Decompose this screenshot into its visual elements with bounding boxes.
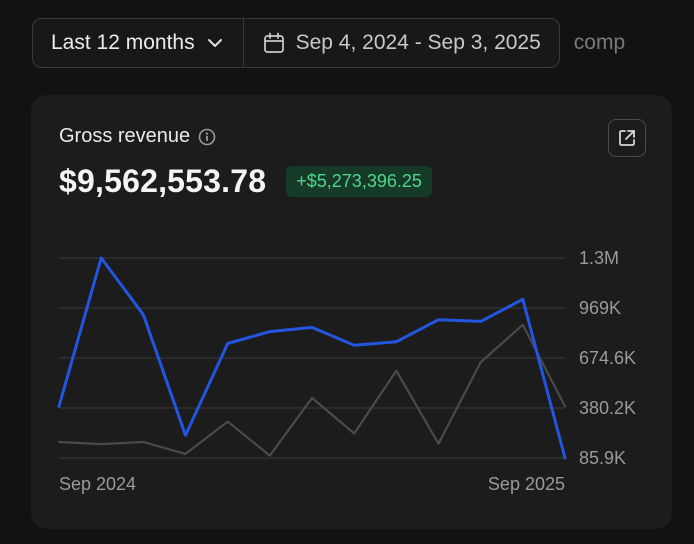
- current-period-line: [57, 256, 567, 460]
- y-tick-label: 674.6K: [579, 348, 636, 368]
- chevron-down-icon: [207, 39, 222, 47]
- date-filter-group: Last 12 months Sep 4, 2024 - Sep 3, 2025: [32, 18, 560, 68]
- delta-badge: +$5,273,396.25: [286, 166, 432, 197]
- date-range-picker[interactable]: Sep 4, 2024 - Sep 3, 2025: [242, 19, 559, 67]
- total-value: $9,562,553.78: [59, 163, 267, 199]
- x-tick-label: Sep 2025: [488, 474, 565, 494]
- period-dropdown[interactable]: Last 12 months: [33, 19, 243, 67]
- x-tick-label: Sep 2024: [59, 474, 136, 494]
- card-title-row: Gross revenue: [59, 125, 216, 148]
- card-title: Gross revenue: [59, 125, 191, 147]
- y-tick-label: 1.3M: [579, 248, 619, 268]
- gross-revenue-card: Gross revenue $9,562,553.78 +$5,273,396.…: [31, 95, 672, 529]
- y-tick-label: 969K: [579, 298, 621, 318]
- y-tick-label: 85.9K: [579, 448, 626, 468]
- revenue-line-chart: 1.3M 969K 674.6K 380.2K 85.9K Sep 2024 Sep 202…: [57, 248, 636, 494]
- value-row: $9,562,553.78 +$5,273,396.25: [59, 163, 432, 200]
- previous-period-line: [57, 323, 567, 457]
- compare-dropdown[interactable]: comp: [573, 31, 626, 54]
- y-tick-label: 380.2K: [579, 398, 636, 418]
- period-label: Last 12 months: [51, 31, 195, 54]
- info-icon[interactable]: [198, 128, 216, 146]
- open-report-button[interactable]: [608, 119, 646, 157]
- calendar-icon: [263, 32, 284, 53]
- toolbar: Last 12 months Sep 4, 2024 - Sep 3, 2025…: [32, 18, 625, 68]
- date-range-label: Sep 4, 2024 - Sep 3, 2025: [295, 31, 541, 54]
- external-link-icon: [619, 130, 635, 146]
